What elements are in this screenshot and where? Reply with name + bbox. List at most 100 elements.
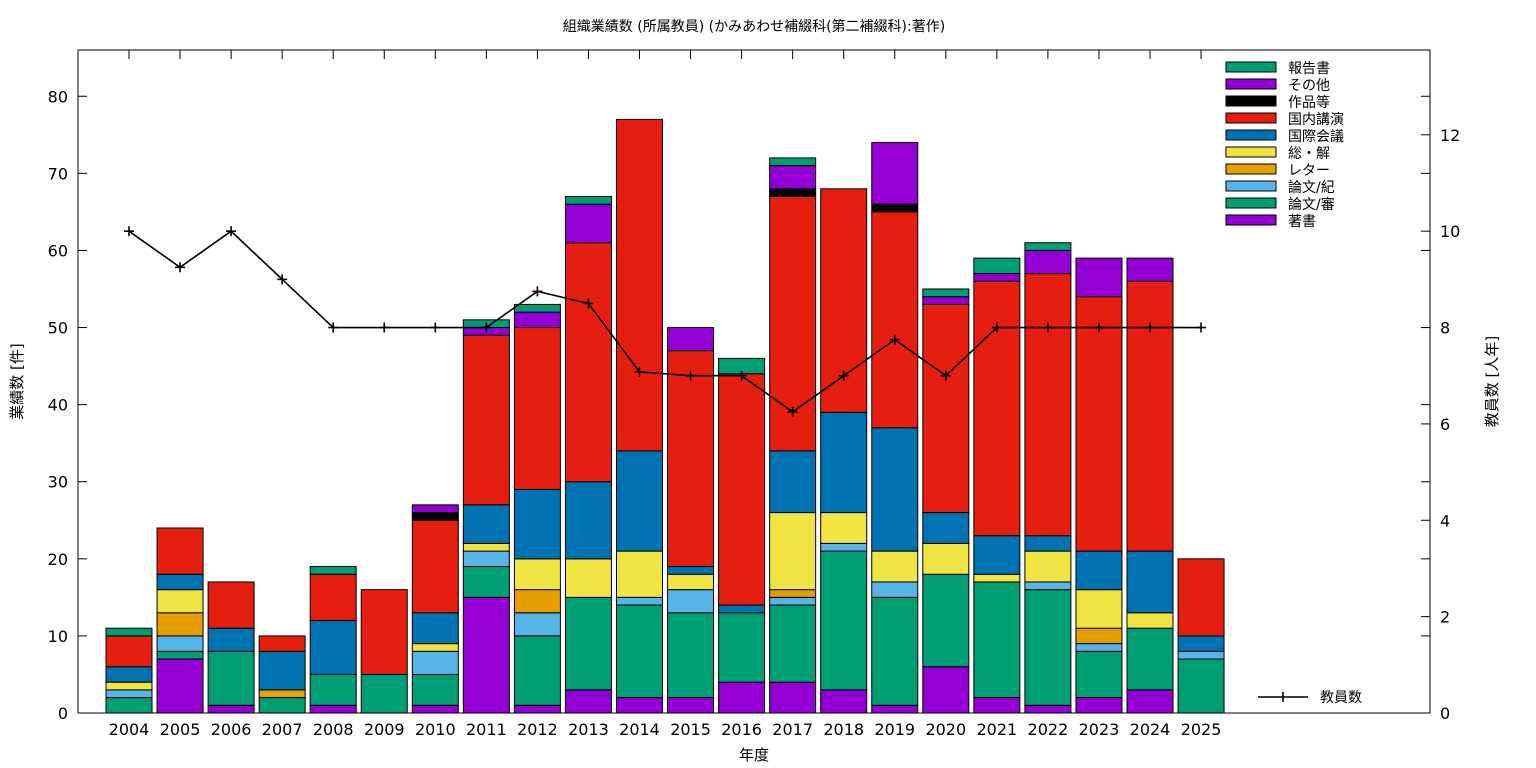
bar-segment: [1024, 550, 1072, 583]
bar-segment: [667, 697, 715, 714]
bar-segment: [871, 427, 919, 552]
x-tick-label: 2008: [313, 720, 354, 739]
bar-segment: [564, 481, 612, 560]
bar-segment: [769, 589, 817, 598]
bar-segment: [156, 635, 204, 652]
bar-segment: [667, 350, 715, 568]
bar-segment: [105, 689, 153, 699]
bar-segment: [564, 203, 612, 244]
bar-segment: [411, 504, 459, 514]
bar-segment: [156, 589, 204, 614]
bar-segment: [769, 512, 817, 591]
x-tick-label: 2015: [670, 720, 711, 739]
teacher-point: [226, 226, 237, 237]
teacher-point: [685, 370, 696, 381]
bar-segment: [105, 635, 153, 668]
x-tick-label: 2004: [109, 720, 150, 739]
teacher-point: [328, 322, 339, 333]
teacher-point: [583, 298, 594, 309]
bar-segment: [1024, 249, 1072, 275]
bar-segment: [922, 573, 970, 668]
bar-segment: [513, 311, 561, 329]
x-tick-label: 2023: [1079, 720, 1120, 739]
y2-axis-title: 教員数 [人年]: [1483, 336, 1501, 427]
teacher-point: [1042, 322, 1053, 333]
y2-tick-label: 6: [1440, 415, 1450, 434]
x-tick-label: 2013: [568, 720, 609, 739]
bar-segment: [105, 627, 153, 637]
bar-segment: [871, 581, 919, 598]
x-tick-label: 2010: [415, 720, 456, 739]
bar-segment: [1177, 658, 1225, 714]
bar-segment: [667, 566, 715, 575]
bar-segment: [156, 573, 204, 591]
teacher-point: [532, 286, 543, 297]
y-tick-label: 80: [48, 87, 68, 106]
bar-segment: [309, 573, 357, 621]
bar-segment: [973, 280, 1021, 537]
y2-tick-label: 2: [1440, 608, 1450, 627]
legend-line-label: 教員数: [1320, 690, 1362, 706]
bar-segment: [769, 157, 817, 167]
bar-segment: [207, 704, 255, 714]
bar-segment: [1126, 550, 1174, 614]
bar-segment: [769, 681, 817, 714]
teacher-point: [1145, 322, 1155, 333]
bar-segment: [1126, 257, 1174, 282]
bar-segment: [258, 689, 306, 699]
bar-segment: [513, 327, 561, 490]
teacher-point: [481, 322, 492, 333]
x-tick-label: 2016: [721, 720, 762, 739]
y-tick-label: 60: [48, 241, 68, 260]
teacher-point: [277, 274, 288, 285]
teacher-point: [940, 370, 951, 381]
x-tick-label: 2005: [160, 720, 201, 739]
bar-segment: [973, 535, 1021, 575]
bar-segment: [973, 581, 1021, 699]
legend-label: その他: [1288, 78, 1330, 94]
bar-segment: [871, 142, 919, 205]
legend-label: 論文/紀: [1288, 180, 1335, 196]
bar-segment: [513, 704, 561, 714]
bar-segment: [1177, 635, 1225, 652]
bar-segment: [564, 596, 612, 691]
y2-tick-label: 10: [1440, 222, 1460, 241]
bar-segment: [1024, 242, 1072, 251]
bar-segment: [411, 519, 459, 614]
bar-segment: [1126, 689, 1174, 714]
bar-segment: [1075, 296, 1123, 552]
teacher-point: [634, 366, 645, 377]
x-tick-label: 2019: [874, 720, 915, 739]
bar-segment: [156, 650, 204, 660]
bar-segment: [258, 650, 306, 691]
bar-segment: [820, 542, 868, 552]
teacher-point: [1196, 322, 1207, 333]
teacher-point: [379, 322, 390, 333]
teacher-point: [430, 322, 441, 333]
bar-segment: [820, 550, 868, 691]
legend-swatch: [1225, 61, 1277, 73]
bar-segment: [820, 512, 868, 544]
teacher-point: [124, 226, 134, 237]
bar-segment: [871, 704, 919, 714]
x-tick-label: 2017: [772, 720, 813, 739]
legend-swatch: [1225, 214, 1277, 226]
x-tick-label: 2009: [364, 720, 405, 739]
bar-segment: [718, 604, 766, 614]
bar-segment: [667, 612, 715, 699]
bar-segment: [411, 643, 459, 652]
bar-segment: [309, 673, 357, 706]
bar-segment: [718, 612, 766, 683]
x-tick-label: 2018: [823, 720, 864, 739]
bar-segment: [973, 573, 1021, 583]
bar-segment: [1177, 558, 1225, 637]
bar-segment: [922, 303, 970, 514]
bar-segment: [462, 596, 510, 714]
bar-segment: [667, 573, 715, 591]
x-tick-label: 2012: [517, 720, 558, 739]
chart-title: 組織業績数 (所属教員) (かみあわせ補綴科(第二補綴科):著作): [563, 18, 945, 35]
bar-segment: [258, 635, 306, 652]
legend-label: 国内講演: [1288, 112, 1344, 128]
bar-segment: [105, 666, 153, 683]
